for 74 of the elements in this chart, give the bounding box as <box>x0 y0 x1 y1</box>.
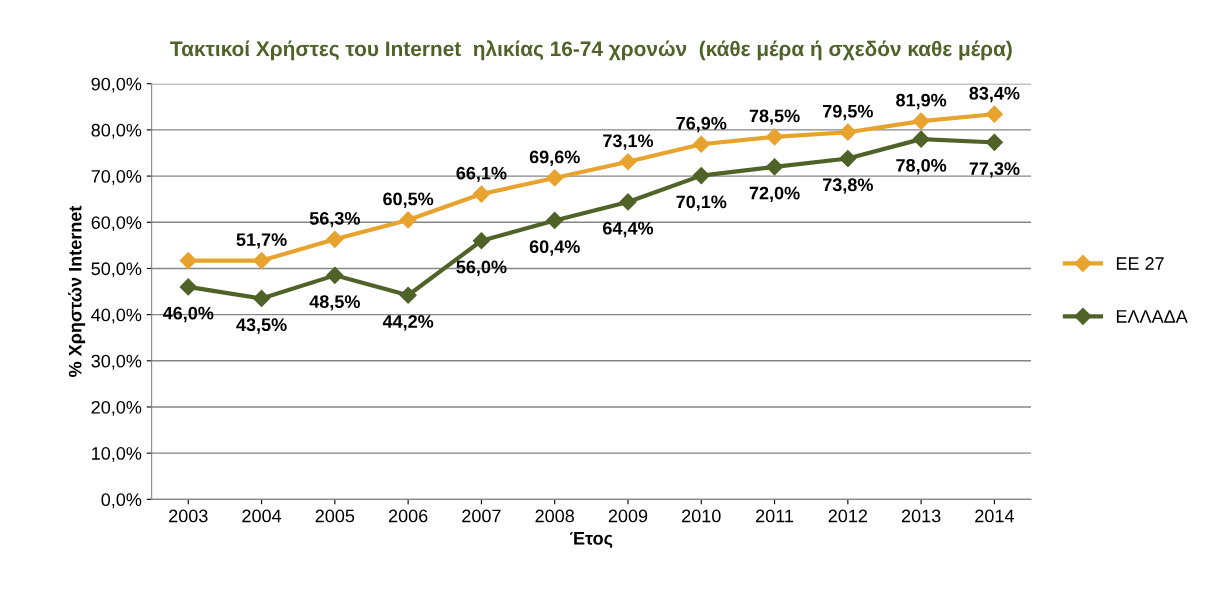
legend-label: ΕΕ 27 <box>1116 257 1164 270</box>
y-tick-label: 50,0% <box>91 262 142 278</box>
x-tick-label: 2010 <box>682 509 721 523</box>
data-label: 78,5% <box>749 109 800 125</box>
data-label: 72,0% <box>749 186 800 203</box>
x-tick-label: 2013 <box>901 509 941 523</box>
x-tick-label: 2005 <box>315 509 355 523</box>
point <box>692 167 710 185</box>
chart-title: Τακτικοί Χρήστες του Internet ηλικίας 16-74 χρονών (κάθε μέρα ή σχεδόν καθε μέρα) <box>170 40 1012 61</box>
point <box>619 153 637 171</box>
point <box>985 105 1003 123</box>
x-tick-label: 2004 <box>242 509 282 523</box>
data-label: 51,7% <box>236 233 287 249</box>
data-label: 69,6% <box>529 150 580 166</box>
data-label: 66,1% <box>456 166 507 183</box>
point <box>765 128 784 146</box>
x-tick-label: 2009 <box>608 509 648 523</box>
point <box>179 252 197 270</box>
data-label: 83,4% <box>969 86 1020 103</box>
data-label: 48,5% <box>309 295 360 311</box>
x-tick-label: 2006 <box>388 509 428 523</box>
data-label: 73,8% <box>823 178 873 194</box>
x-tick-label: 2014 <box>975 509 1014 523</box>
point <box>179 278 197 296</box>
y-tick-label: 0,0% <box>101 493 142 509</box>
data-label: 81,9% <box>896 93 947 110</box>
data-label: 79,5% <box>823 104 873 121</box>
data-label: 76,9% <box>676 116 727 133</box>
x-tick-label: 2012 <box>828 509 868 523</box>
point <box>839 123 857 141</box>
data-label: 73,1% <box>603 134 654 150</box>
data-label: 56,3% <box>309 211 360 228</box>
point <box>253 252 271 270</box>
data-label: 46,0% <box>162 306 214 323</box>
x-tick-label: 2007 <box>462 509 501 523</box>
point <box>546 169 564 187</box>
data-label: 64,4% <box>603 221 654 238</box>
x-axis-title: Έτος <box>570 532 613 549</box>
y-tick-label: 60,0% <box>91 216 142 232</box>
y-tick-label: 30,0% <box>91 354 142 370</box>
data-label: 78,0% <box>896 158 947 175</box>
y-tick-label: 20,0% <box>91 400 142 416</box>
y-tick-label: 90,0% <box>91 77 142 93</box>
y-tick-label: 10,0% <box>92 447 142 462</box>
x-tick-label: 2008 <box>535 509 574 523</box>
point <box>472 232 490 250</box>
y-tick-label: 70,0% <box>91 170 142 185</box>
point <box>839 149 857 168</box>
x-tick-label: 2011 <box>756 509 794 523</box>
y-tick-label: 80,0% <box>91 123 142 139</box>
data-label: 56,0% <box>456 260 507 276</box>
y-tick-label: 40,0% <box>91 308 142 324</box>
data-label: 77,3% <box>969 162 1020 178</box>
point <box>253 289 271 308</box>
y-axis-title: % Χρηστών Internet <box>68 205 86 377</box>
legend-label: ΕΛΛΑΔΑ <box>1116 310 1188 323</box>
data-label: 70,1% <box>676 195 727 211</box>
point <box>399 211 417 229</box>
point <box>912 112 930 130</box>
data-label: 44,2% <box>382 315 434 331</box>
x-tick-label: 2003 <box>169 509 208 523</box>
data-label: 60,5% <box>383 192 434 208</box>
point <box>692 135 710 153</box>
point <box>326 230 344 248</box>
point <box>985 133 1003 151</box>
point <box>399 286 417 304</box>
data-label: 60,4% <box>529 240 580 256</box>
point <box>765 158 784 176</box>
point <box>546 211 564 229</box>
point <box>912 130 930 148</box>
point <box>472 185 490 203</box>
point <box>619 193 637 211</box>
point <box>326 266 344 284</box>
data-label: 43,5% <box>236 318 287 334</box>
